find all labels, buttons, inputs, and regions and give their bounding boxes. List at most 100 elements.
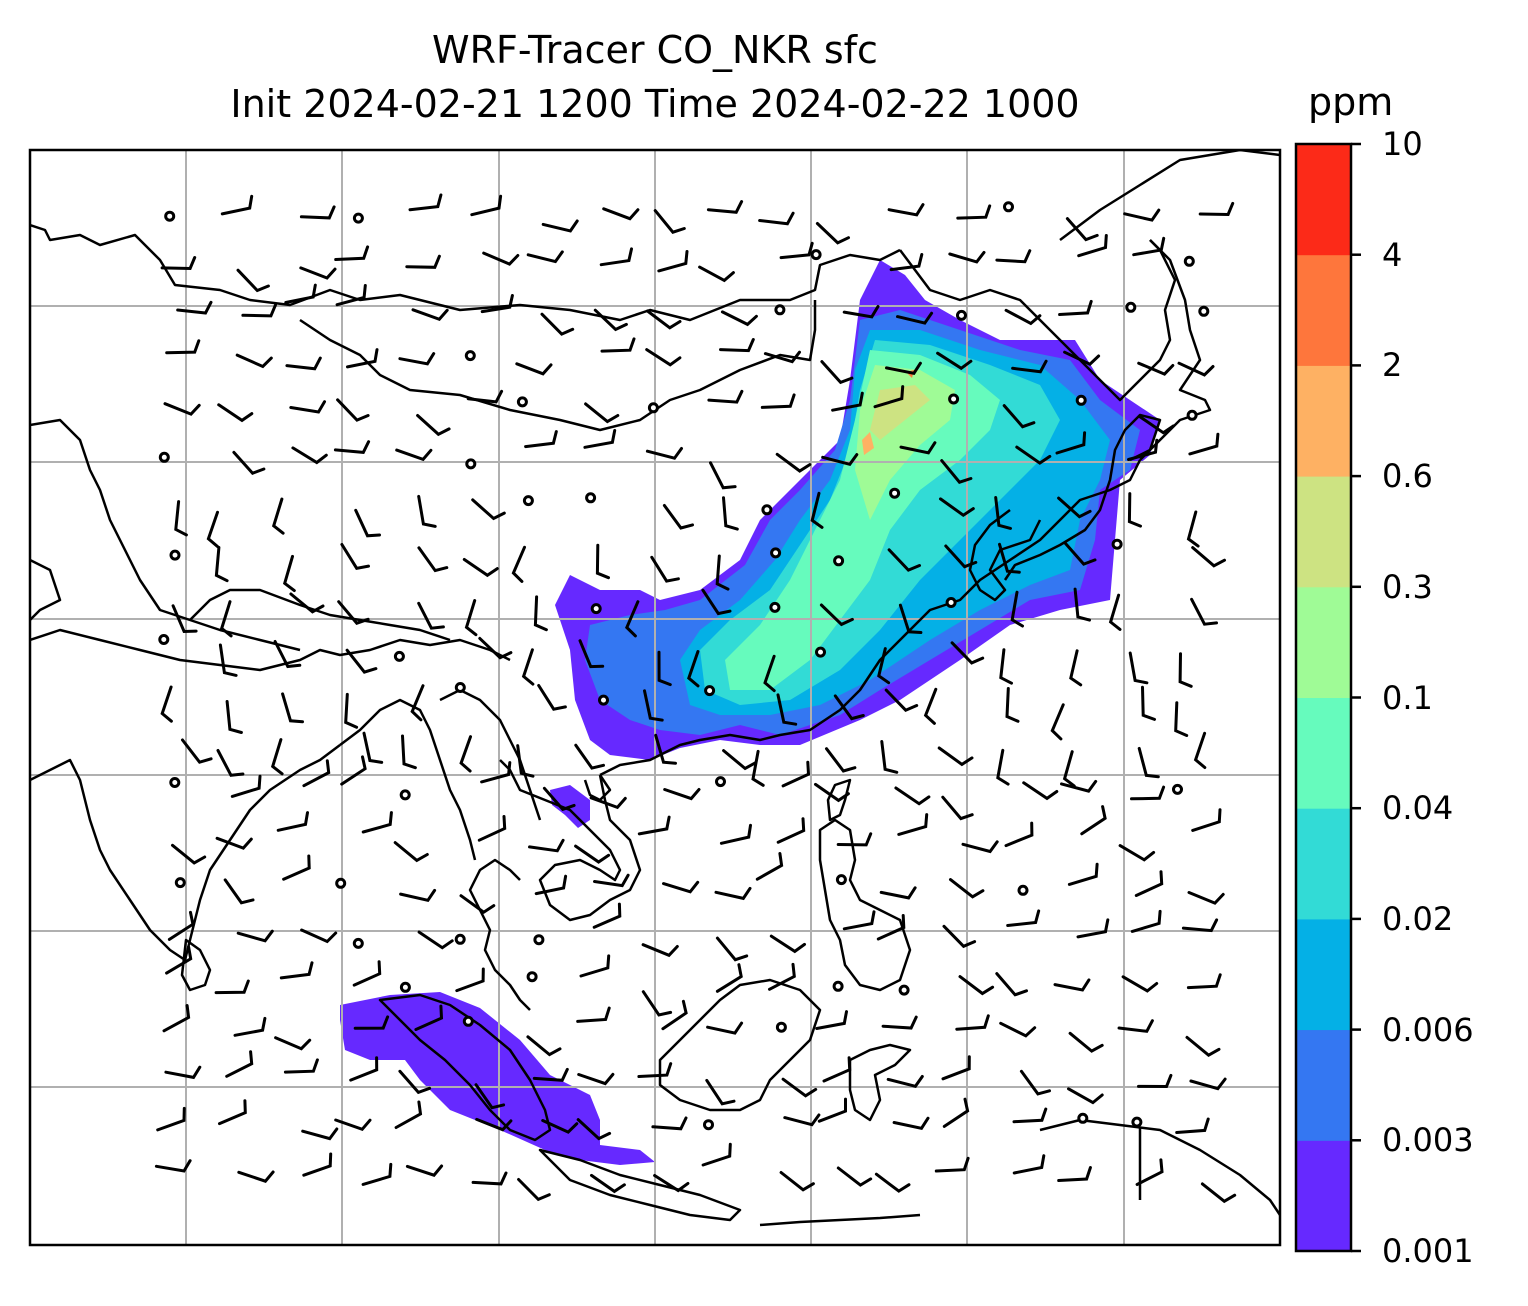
wind-barb bbox=[775, 452, 812, 473]
wind-barb bbox=[1053, 978, 1091, 992]
wind-barb bbox=[1138, 415, 1175, 435]
wind-barb bbox=[657, 650, 672, 687]
wind-barb bbox=[687, 650, 700, 688]
wind-barb bbox=[1058, 299, 1093, 316]
wind-barb bbox=[1185, 1035, 1221, 1058]
calm-marker bbox=[590, 603, 602, 615]
wind-barb bbox=[820, 360, 854, 385]
wind-barb bbox=[1004, 821, 1034, 848]
calm-marker bbox=[1172, 783, 1183, 795]
wind-barb bbox=[873, 385, 905, 409]
calm-marker bbox=[352, 937, 364, 949]
wind-barb bbox=[1137, 361, 1175, 376]
wind-barb bbox=[336, 398, 370, 422]
wind-barb bbox=[886, 1075, 924, 1089]
wind-barb bbox=[1002, 404, 1036, 429]
wind-barb bbox=[593, 308, 628, 332]
wind-barb bbox=[810, 491, 824, 529]
calm-marker bbox=[647, 402, 659, 414]
wind-barb bbox=[763, 350, 801, 364]
wind-barb bbox=[662, 504, 694, 530]
wind-barb bbox=[236, 268, 270, 293]
coast-japan bbox=[1003, 413, 1162, 581]
calm-marker bbox=[169, 777, 181, 788]
wind-barb bbox=[335, 284, 367, 307]
wind-barb bbox=[1130, 909, 1162, 933]
coast-sulawesi bbox=[848, 1043, 912, 1122]
calm-marker bbox=[703, 1119, 714, 1131]
wind-barb bbox=[1132, 236, 1166, 257]
calm-marker bbox=[598, 694, 609, 706]
colorbar bbox=[1294, 142, 1361, 1253]
coast-malay bbox=[468, 858, 531, 1011]
wind-barb bbox=[1187, 891, 1225, 905]
wind-barb bbox=[579, 954, 611, 978]
calm-marker bbox=[1077, 1112, 1089, 1124]
wind-barb bbox=[1073, 587, 1091, 622]
wind-barb bbox=[1077, 234, 1108, 258]
wind-barb bbox=[471, 1171, 508, 1186]
wind-barb bbox=[410, 684, 425, 722]
wind-barb bbox=[781, 1077, 818, 1098]
wind-barb bbox=[709, 461, 737, 490]
wind-barb bbox=[156, 1106, 186, 1132]
plot-title: WRF-Tracer CO_NKR sfc bbox=[432, 28, 878, 72]
wind-barb bbox=[526, 1035, 562, 1057]
wind-barb bbox=[361, 811, 393, 834]
wind-barb bbox=[715, 936, 749, 962]
wind-barb bbox=[219, 600, 233, 638]
wind-barb bbox=[1011, 359, 1048, 374]
wind-barb bbox=[842, 305, 880, 319]
wind-barb bbox=[511, 545, 526, 583]
wind-barb bbox=[662, 880, 700, 894]
wind-barb bbox=[1063, 541, 1097, 566]
wind-barb bbox=[645, 348, 682, 367]
wind-barb bbox=[940, 459, 973, 484]
wind-barb bbox=[836, 832, 873, 847]
wind-barb bbox=[533, 595, 548, 632]
wind-barb bbox=[214, 979, 250, 995]
calm-marker bbox=[769, 601, 781, 613]
wind-barb bbox=[237, 1170, 275, 1183]
wind-barb bbox=[722, 749, 758, 771]
wind-barb bbox=[289, 592, 325, 614]
wind-barb bbox=[417, 546, 449, 573]
wind-barb bbox=[401, 734, 417, 770]
calm-marker bbox=[352, 212, 364, 224]
wind-barb bbox=[577, 1072, 615, 1086]
wind-barb bbox=[1186, 510, 1200, 548]
wind-barb bbox=[160, 256, 197, 271]
calm-marker bbox=[1017, 884, 1029, 896]
wind-barb bbox=[996, 748, 1010, 786]
wind-barb bbox=[1076, 918, 1110, 939]
wind-barb bbox=[270, 738, 284, 776]
wind-barb bbox=[1012, 1107, 1048, 1124]
wind-barbs bbox=[154, 193, 1237, 1204]
calm-marker bbox=[169, 549, 181, 561]
wind-barb bbox=[842, 910, 876, 931]
calm-marker bbox=[164, 210, 176, 222]
wind-barb bbox=[661, 999, 688, 1031]
colorbar-bin bbox=[1296, 476, 1351, 588]
wind-barb bbox=[537, 684, 567, 711]
wind-barb bbox=[874, 1172, 911, 1193]
wind-barb bbox=[1134, 870, 1164, 897]
wind-barb bbox=[334, 245, 370, 261]
wind-barb bbox=[340, 755, 367, 786]
wind-barb bbox=[524, 430, 558, 449]
wind-barb bbox=[353, 1015, 390, 1030]
wind-barb bbox=[1186, 973, 1222, 990]
wind-barb bbox=[653, 209, 686, 234]
wind-barb bbox=[362, 731, 384, 764]
wind-barb bbox=[398, 1069, 432, 1095]
wind-barb bbox=[214, 546, 229, 583]
wind-barb bbox=[589, 796, 627, 810]
wind-barb bbox=[819, 603, 854, 627]
wind-barb bbox=[478, 636, 513, 660]
wind-barb bbox=[643, 689, 664, 722]
wind-barb bbox=[171, 843, 207, 865]
wind-barb bbox=[894, 786, 931, 806]
wind-barb bbox=[887, 203, 925, 217]
wind-barb bbox=[815, 222, 850, 245]
